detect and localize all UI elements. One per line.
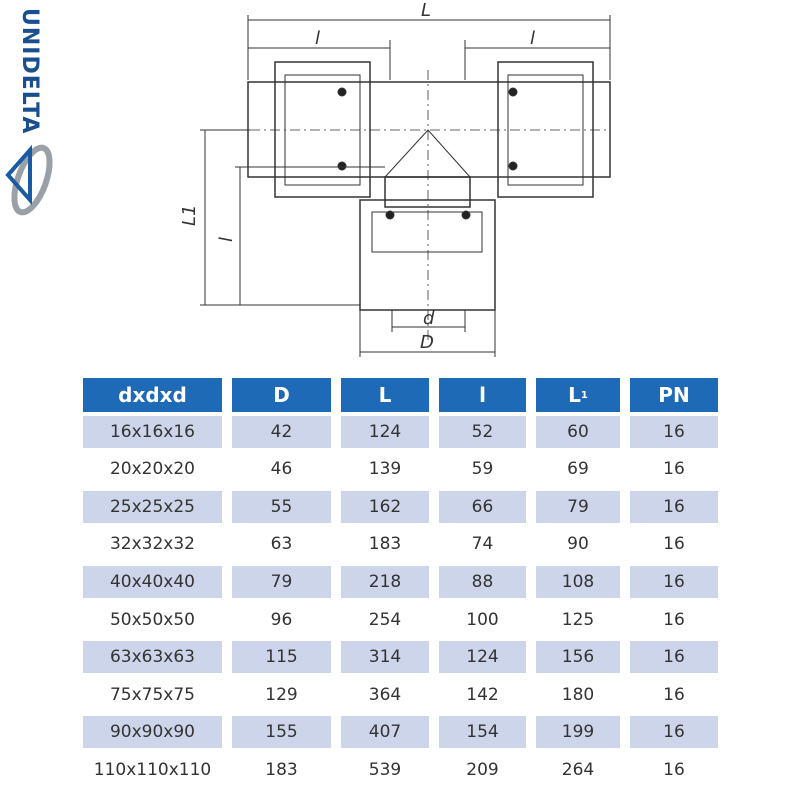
cell-L: 124	[341, 415, 429, 448]
header-D: D	[232, 378, 331, 412]
cell-L: 162	[341, 490, 429, 523]
cell-PN: 16	[630, 415, 718, 448]
cell-L1: 156	[536, 641, 620, 674]
dim-label-L1: L1	[179, 205, 200, 226]
cell-L1: 264	[561, 759, 595, 780]
cell-dxdxd: 90x90x90	[83, 716, 222, 749]
cell-l: 88	[439, 565, 526, 598]
dim-label-d: d	[423, 308, 435, 329]
cell-dxdxd: 25x25x25	[83, 490, 222, 523]
dimension-lines	[200, 15, 611, 357]
cell-L: 218	[341, 565, 429, 598]
cell-PN: 16	[630, 565, 718, 598]
table-row: 32x32x32 63 183 74 90 16	[83, 528, 718, 566]
table-row: 16x16x16 42 124 52 60 16	[83, 415, 718, 454]
cell-dxdxd: 63x63x63	[83, 641, 222, 674]
table-row: 25x25x25 55 162 66 79 16	[83, 490, 718, 529]
cell-D: 46	[270, 459, 293, 480]
header-dxdxd: dxdxd	[83, 378, 222, 412]
cell-L1: 79	[536, 490, 620, 523]
cell-L: 539	[368, 759, 402, 780]
cell-D: 63	[270, 534, 293, 555]
cell-l: 59	[471, 459, 494, 480]
cell-dxdxd: 16x16x16	[83, 415, 222, 448]
table-row: 50x50x50 96 254 100 125 16	[83, 604, 718, 642]
dim-label-l-right: l	[530, 28, 535, 49]
cell-dxdxd: 50x50x50	[109, 609, 196, 630]
cell-D: 96	[270, 609, 293, 630]
cell-L1: 69	[567, 459, 589, 480]
table-row: 40x40x40 79 218 88 108 16	[83, 565, 718, 604]
unidelta-logo: UNIDELTA	[0, 0, 60, 220]
cell-PN: 16	[663, 534, 685, 555]
cell-dxdxd: 75x75x75	[109, 684, 196, 705]
cell-l: 100	[466, 609, 499, 630]
cell-D: 42	[232, 415, 331, 448]
cell-dxdxd: 110x110x110	[93, 759, 212, 780]
logo-text: UNIDELTA	[17, 8, 42, 135]
cell-dxdxd: 20x20x20	[109, 459, 196, 480]
header-L: L	[341, 378, 429, 412]
dim-label-D: D	[420, 332, 434, 353]
cell-l: 209	[466, 759, 499, 780]
cell-L1: 60	[536, 415, 620, 448]
cell-l: 74	[471, 534, 494, 555]
header-l: l	[439, 378, 526, 412]
dim-label-l-vertical: l	[216, 237, 237, 242]
cell-l: 52	[439, 415, 526, 448]
cell-D: 129	[265, 684, 298, 705]
cell-L: 407	[341, 716, 429, 749]
cell-PN: 16	[630, 716, 718, 749]
cell-D: 155	[232, 716, 331, 749]
logo-swoosh-icon	[5, 144, 53, 216]
cell-l: 66	[439, 490, 526, 523]
cell-L1: 180	[561, 684, 595, 705]
cell-L: 183	[368, 534, 402, 555]
cell-PN: 16	[630, 641, 718, 674]
cell-PN: 16	[630, 490, 718, 523]
cell-D: 79	[232, 565, 331, 598]
cell-l: 142	[466, 684, 499, 705]
header-L1-subscript: 1	[580, 389, 588, 401]
tee-fitting-drawing: L l l L1 l d D	[179, 0, 611, 357]
cell-PN: 16	[663, 684, 685, 705]
cell-L: 254	[368, 609, 402, 630]
tee-body	[247, 61, 611, 340]
cell-l: 124	[439, 641, 526, 674]
cell-L: 364	[368, 684, 402, 705]
cell-dxdxd: 40x40x40	[83, 565, 222, 598]
table-row: 110x110x110 183 539 209 264 16	[83, 754, 718, 792]
header-PN: PN	[630, 378, 718, 412]
cell-L1: 90	[567, 534, 589, 555]
table-row: 90x90x90 155 407 154 199 16	[83, 716, 718, 754]
dim-label-L: L	[421, 0, 431, 21]
cell-l: 154	[439, 716, 526, 749]
cell-D: 183	[265, 759, 298, 780]
dim-label-l-left: l	[315, 28, 320, 49]
table-row: 20x20x20 46 139 59 69 16	[83, 453, 718, 491]
cell-D: 115	[232, 641, 331, 674]
cell-dxdxd: 32x32x32	[109, 534, 196, 555]
cell-PN: 16	[663, 459, 685, 480]
cell-PN: 16	[663, 759, 685, 780]
cell-L1: 125	[561, 609, 595, 630]
cell-D: 55	[232, 490, 331, 523]
cell-L1: 199	[536, 716, 620, 749]
cell-PN: 16	[663, 609, 685, 630]
table-row: 75x75x75 129 364 142 180 16	[83, 679, 718, 717]
cell-L: 139	[368, 459, 402, 480]
cell-L: 314	[341, 641, 429, 674]
cell-L1: 108	[536, 565, 620, 598]
header-L1-main: L	[568, 383, 581, 407]
table-row: 63x63x63 115 314 124 156 16	[83, 641, 718, 679]
